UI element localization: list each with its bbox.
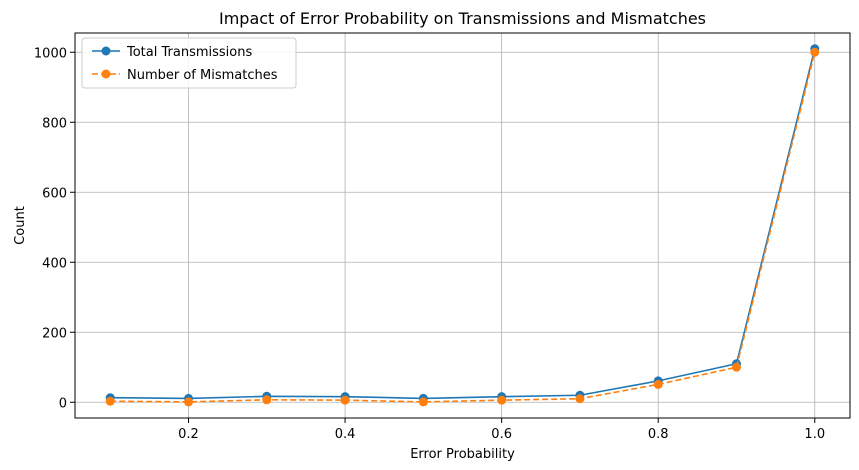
series-1-point	[340, 395, 350, 405]
series-1-point	[184, 397, 194, 407]
x-tick-label: 1.0	[804, 427, 825, 442]
series-line-1	[110, 52, 816, 403]
y-tick-label: 600	[42, 186, 67, 201]
legend-label-1: Number of Mismatches	[127, 68, 278, 83]
series-1-point	[105, 396, 115, 406]
x-tick-label: 0.8	[648, 427, 669, 442]
x-tick-label: 0.6	[491, 427, 512, 442]
legend-marker-1	[101, 69, 111, 79]
series-1-point	[575, 394, 585, 404]
y-axis-label: Count	[13, 206, 28, 245]
x-axis-label: Error Probability	[410, 447, 515, 462]
x-tick-label: 0.4	[335, 427, 356, 442]
y-tick-label: 0	[59, 396, 67, 411]
series-1-point	[262, 395, 272, 405]
y-tick-label: 1000	[34, 46, 67, 61]
legend-marker-0	[101, 46, 111, 56]
series-1-point	[418, 397, 428, 407]
x-tick-label: 0.2	[178, 427, 199, 442]
series-1-point	[497, 395, 507, 405]
series-1-point	[810, 47, 820, 57]
legend-label-0: Total Transmissions	[126, 45, 252, 60]
series-1-point	[731, 362, 741, 372]
y-axis-ticks: 0 200 400 600 800 1000	[34, 46, 75, 411]
x-axis-ticks: 0.2 0.4 0.6 0.8 1.0	[178, 418, 825, 442]
y-tick-label: 200	[42, 326, 67, 341]
legend: Total Transmissions Number of Mismatches	[81, 37, 297, 89]
y-tick-label: 400	[42, 256, 67, 271]
y-tick-label: 800	[42, 116, 67, 131]
grid	[75, 33, 850, 418]
plot-frame	[74, 32, 851, 419]
series-line-0	[110, 48, 816, 400]
series-layer	[105, 44, 820, 407]
chart-title: Impact of Error Probability on Transmiss…	[219, 9, 706, 28]
series-1-point	[653, 379, 663, 389]
legend-box	[81, 37, 297, 89]
